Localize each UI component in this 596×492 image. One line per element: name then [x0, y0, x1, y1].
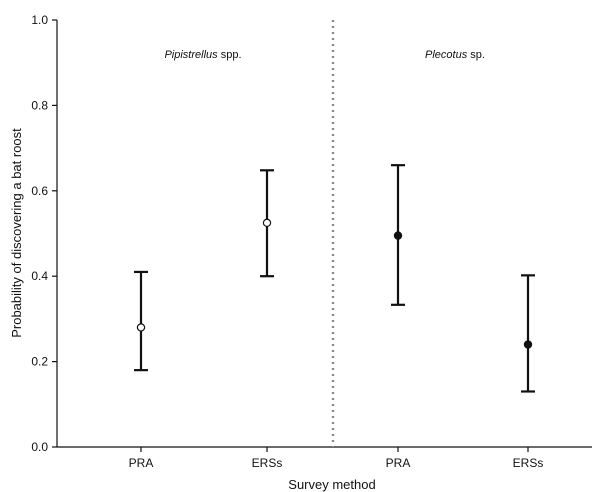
y-tick-label: 0.8	[31, 98, 48, 112]
panel-label-pipistrellus: Pipistrellus spp.	[164, 49, 241, 61]
panel-label-plecotus: Plecotus sp.	[425, 49, 485, 61]
x-tick-label: PRA	[386, 456, 411, 470]
x-tick-label: ERSs	[252, 456, 283, 470]
error-bar-point	[391, 164, 405, 306]
x-tick-label: ERSs	[513, 456, 544, 470]
y-tick-label: 0.6	[31, 184, 48, 198]
y-axis-title: Probability of discovering a bat roost	[9, 128, 24, 338]
y-axis-ticks: 0.0 0.2 0.4 0.6 0.8 1.0	[31, 13, 57, 454]
y-tick-label: 0.0	[31, 440, 48, 454]
estimate-marker-filled	[393, 231, 403, 240]
x-tick-label: PRA	[129, 456, 154, 470]
y-tick-label: 0.4	[31, 269, 48, 283]
error-bar-point	[134, 270, 148, 372]
x-axis-ticks: PRA ERSs PRA ERSs	[129, 447, 544, 470]
x-axis-title: Survey method	[288, 477, 375, 492]
y-tick-label: 0.2	[31, 355, 48, 369]
estimate-marker-open	[262, 218, 272, 228]
data-marks	[134, 164, 535, 393]
estimate-marker-open	[136, 323, 146, 332]
y-tick-label: 1.0	[31, 13, 48, 27]
estimate-marker-filled	[523, 340, 533, 349]
error-bar-point	[260, 169, 274, 278]
error-bar-point	[521, 274, 535, 393]
